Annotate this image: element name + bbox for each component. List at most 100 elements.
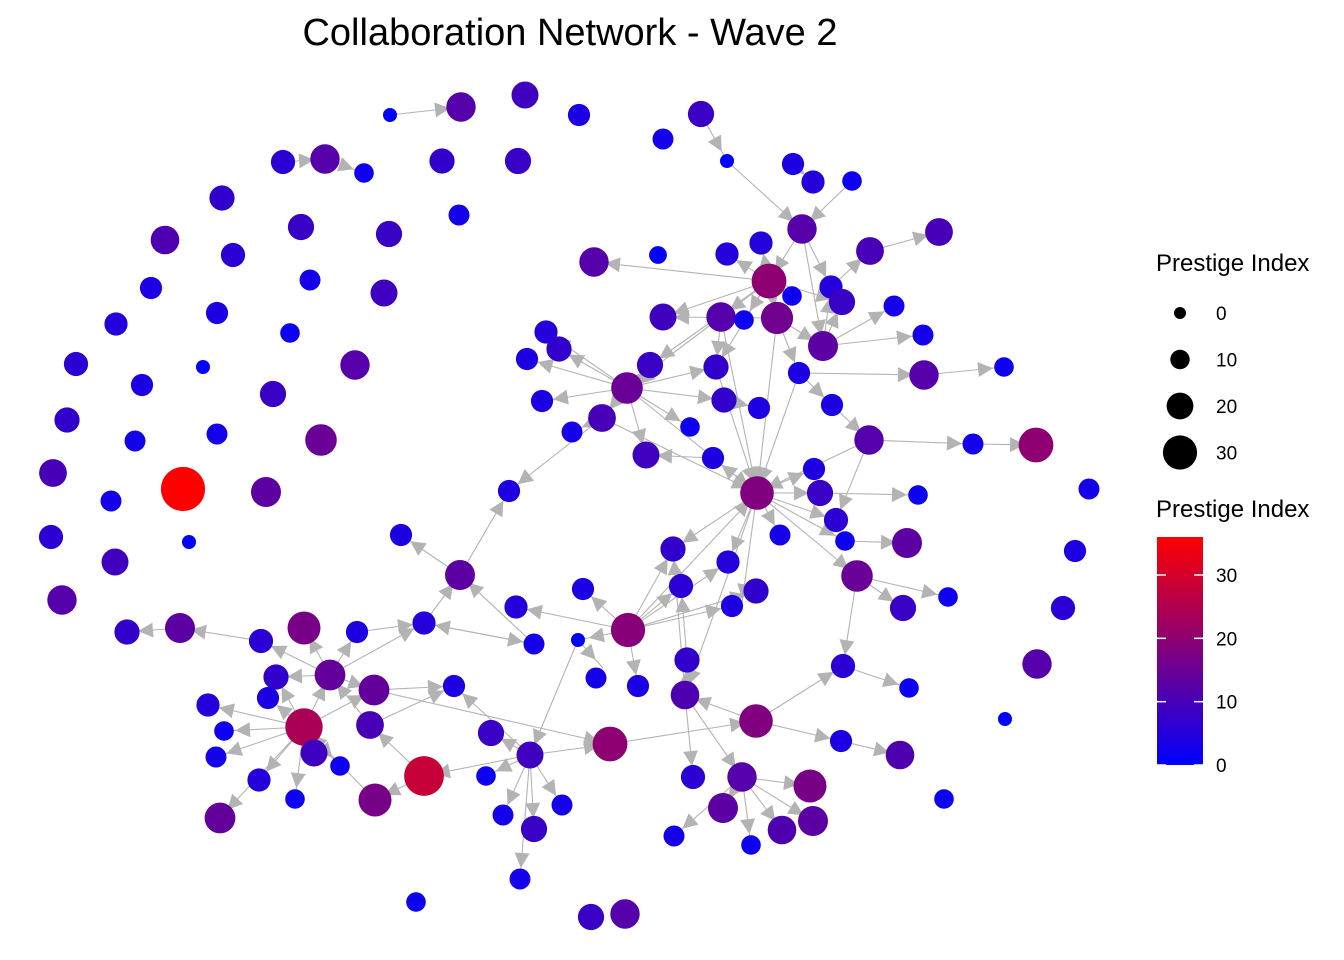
- node-90: [358, 783, 392, 817]
- node-49: [660, 536, 686, 562]
- node-8: [504, 147, 532, 175]
- node-114: [751, 263, 787, 299]
- node-98: [509, 868, 531, 890]
- edge-arrowhead-5: [438, 583, 454, 601]
- node-25: [340, 350, 370, 380]
- node-94: [516, 741, 544, 769]
- edge-arrowhead-43: [514, 852, 530, 869]
- size-legend-title: Prestige Index: [1156, 250, 1309, 277]
- edge-arrowhead-82: [911, 231, 929, 247]
- node-153: [835, 531, 855, 551]
- node-54: [674, 647, 700, 673]
- edge-arrowhead-127: [946, 435, 963, 451]
- edge-arrowhead-56: [218, 703, 236, 719]
- edge-arrowhead-117: [697, 389, 714, 405]
- edge-arrowhead-111: [537, 359, 555, 374]
- node-7: [429, 148, 455, 174]
- edge-arrowhead-1: [336, 157, 354, 172]
- edge-arrowhead-34: [786, 800, 804, 816]
- node-57: [830, 653, 856, 679]
- size-legend-circle-10: [1170, 349, 1190, 370]
- edge-arrowhead-25: [695, 696, 712, 711]
- edge-arrowhead-9: [526, 604, 543, 620]
- node-109: [925, 218, 953, 246]
- chart-title: Collaboration Network - Wave 2: [302, 12, 837, 54]
- node-126: [534, 320, 558, 344]
- edge-arrowhead-35: [682, 813, 699, 829]
- node-18: [205, 301, 229, 325]
- node-70: [114, 619, 140, 645]
- node-100: [577, 903, 605, 931]
- color-legend-label-10: 10: [1216, 693, 1237, 714]
- node-139: [747, 396, 771, 420]
- node-43: [523, 633, 545, 655]
- edge-arrowhead-81: [812, 260, 827, 278]
- node-159: [1063, 539, 1087, 563]
- node-27: [124, 430, 146, 452]
- node-85: [247, 768, 271, 792]
- edge-arrowhead-96: [796, 326, 814, 341]
- edge-arrowhead-27: [817, 671, 834, 687]
- edge-arrowhead-122: [517, 469, 535, 485]
- node-34: [38, 524, 64, 550]
- node-106: [801, 170, 825, 194]
- node-155: [841, 560, 873, 592]
- edge-arrowhead-97: [782, 346, 797, 363]
- node-84: [205, 746, 227, 768]
- node-26: [54, 407, 80, 433]
- node-9: [209, 185, 235, 211]
- node-145: [632, 441, 660, 469]
- node-38: [389, 523, 413, 547]
- node-147: [740, 476, 774, 510]
- edge-arrowhead-18: [533, 728, 547, 745]
- node-128: [546, 336, 572, 362]
- node-120: [912, 324, 934, 346]
- node-20: [104, 312, 128, 336]
- edge-arrowhead-143: [721, 464, 739, 481]
- edge-arrowhead-33: [760, 804, 776, 822]
- node-6: [354, 163, 374, 183]
- node-46: [585, 667, 607, 689]
- edge-arrowhead-147: [656, 448, 673, 464]
- node-104: [720, 154, 734, 168]
- node-21: [63, 351, 89, 377]
- node-48: [610, 612, 646, 648]
- edge-arrowhead-41: [525, 802, 541, 819]
- node-3: [567, 103, 591, 127]
- size-legend-circle-30: [1162, 435, 1198, 470]
- node-76: [314, 659, 346, 691]
- edge-arrowhead-140: [920, 583, 938, 599]
- edge-arrowhead-0: [434, 102, 451, 118]
- color-legend-label-30: 30: [1216, 566, 1237, 587]
- node-132: [909, 360, 939, 390]
- node-10: [287, 213, 315, 241]
- color-legend-title: Prestige Index: [1156, 496, 1309, 523]
- edge-arrowhead-78: [809, 205, 826, 222]
- edge-arrowhead-53: [266, 755, 282, 772]
- node-66: [741, 835, 761, 855]
- edge-arrowhead-32: [740, 818, 756, 835]
- node-41: [412, 611, 436, 635]
- edge-arrowhead-134: [808, 504, 826, 519]
- node-152: [769, 524, 791, 546]
- node-56: [739, 704, 773, 738]
- size-legend-label-30: 30: [1216, 444, 1237, 465]
- node-67: [767, 815, 797, 845]
- edge-arrowhead-70: [137, 622, 154, 638]
- edge-arrowhead-57: [276, 704, 293, 721]
- node-81: [285, 708, 323, 746]
- node-148: [802, 457, 826, 481]
- edge-arrowhead-141: [839, 639, 855, 656]
- node-29: [305, 424, 337, 456]
- edge-arrowhead-95: [673, 309, 690, 325]
- edge-arrowhead-116: [688, 365, 706, 381]
- node-121: [649, 303, 677, 331]
- edge-arrowhead-101: [824, 312, 839, 329]
- edge-arrowhead-103: [897, 367, 914, 383]
- edge-arrowhead-133: [891, 486, 908, 502]
- node-53: [720, 594, 744, 618]
- node-47: [626, 674, 650, 698]
- node-115: [856, 237, 884, 265]
- edge-arrowhead-62: [347, 695, 365, 709]
- edge-arrowhead-65: [336, 641, 352, 659]
